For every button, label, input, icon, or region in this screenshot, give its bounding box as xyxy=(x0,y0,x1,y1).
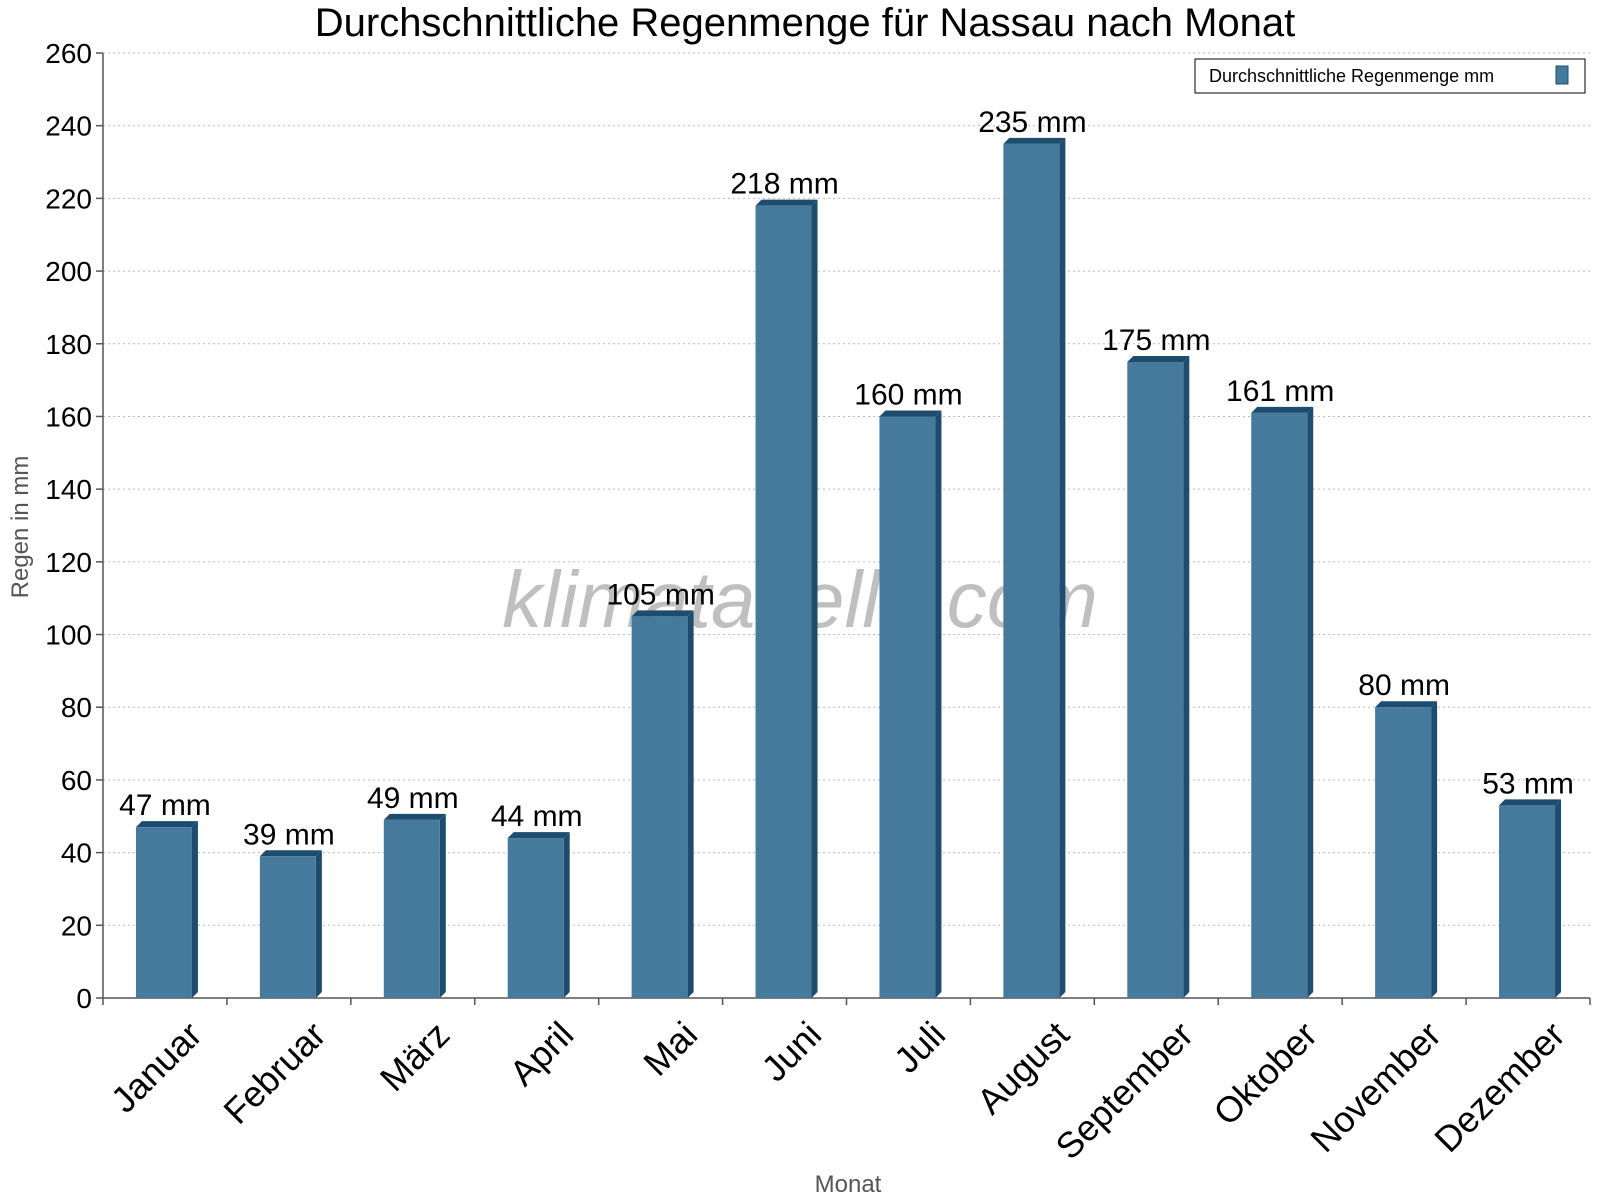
bar-top xyxy=(1251,406,1314,413)
x-tick-label: Juni xyxy=(753,1014,829,1090)
bar-side xyxy=(1183,355,1190,998)
bar xyxy=(755,199,818,999)
bar xyxy=(631,610,694,998)
y-tick-label: 100 xyxy=(45,620,92,651)
data-label: 47 mm xyxy=(119,789,211,822)
x-tick-label: August xyxy=(969,1014,1077,1122)
data-label: 49 mm xyxy=(367,782,459,815)
y-axis-title: Regen in mm xyxy=(7,456,34,599)
y-tick-label: 160 xyxy=(45,401,92,432)
y-tick-label: 0 xyxy=(76,983,92,1014)
x-tick-label: Dezember xyxy=(1426,1014,1572,1160)
legend: Durchschnittliche Regenmenge mm xyxy=(1194,58,1586,94)
data-label: 80 mm xyxy=(1358,669,1450,702)
data-label: 235 mm xyxy=(978,106,1086,139)
grid-lines xyxy=(103,52,1590,926)
data-label: 218 mm xyxy=(730,168,838,201)
bar-top xyxy=(755,199,818,206)
x-tick-label: November xyxy=(1302,1014,1448,1160)
bar-front xyxy=(1003,143,1060,999)
bar xyxy=(135,821,198,998)
bar-front xyxy=(879,416,936,998)
data-label: 44 mm xyxy=(491,800,583,833)
bar-top xyxy=(259,850,322,857)
bar-front xyxy=(135,827,192,998)
bar xyxy=(507,832,570,998)
bar-side xyxy=(439,813,446,998)
y-tick-label: 200 xyxy=(45,256,92,287)
bar-side xyxy=(687,610,694,998)
bar xyxy=(1127,355,1190,998)
bar-side xyxy=(563,832,570,998)
bar-top xyxy=(507,832,570,839)
bar xyxy=(1375,701,1438,998)
bar-front xyxy=(507,838,564,998)
bar-top xyxy=(383,813,446,820)
y-tick-label: 260 xyxy=(45,38,92,69)
bar-top xyxy=(1499,799,1562,806)
y-tick-label: 20 xyxy=(61,910,92,941)
data-label: 53 mm xyxy=(1482,767,1574,800)
bar-top xyxy=(631,610,694,617)
data-label: 39 mm xyxy=(243,818,335,851)
x-axis-title: Monat xyxy=(815,1171,882,1198)
bar xyxy=(383,813,446,998)
y-tick-label: 40 xyxy=(61,838,92,869)
bar-front xyxy=(755,205,812,999)
bar-front xyxy=(1499,805,1556,998)
bar-side xyxy=(1555,799,1562,998)
y-tick-label: 80 xyxy=(61,692,92,723)
y-tick-label: 120 xyxy=(45,547,92,578)
bars xyxy=(135,137,1562,999)
y-tick-label: 240 xyxy=(45,111,92,142)
bar xyxy=(1251,406,1314,999)
x-tick-label: Juli xyxy=(886,1014,953,1081)
bar-top xyxy=(879,410,942,417)
bar-top xyxy=(1127,355,1190,362)
bar-front xyxy=(1375,707,1432,998)
legend-swatch xyxy=(1555,65,1569,85)
data-labels: 47 mm 39 mm 49 mm 44 mm 105 mm 218 mm 160 mm 23… xyxy=(119,106,1574,851)
x-tick-label: Mai xyxy=(635,1014,705,1084)
x-tick-label: Januar xyxy=(103,1014,210,1121)
bar xyxy=(1003,137,1066,999)
bar-front xyxy=(259,856,316,998)
bar-side xyxy=(811,199,818,999)
bar-front xyxy=(631,616,688,998)
bar xyxy=(1499,799,1562,998)
x-tick-label: Oktober xyxy=(1205,1014,1325,1134)
bar-front xyxy=(383,819,440,998)
bar-side xyxy=(315,850,322,998)
x-tick-label: April xyxy=(501,1014,581,1094)
y-tick-label: 140 xyxy=(45,474,92,505)
y-tick-label: 60 xyxy=(61,765,92,796)
data-label: 175 mm xyxy=(1102,324,1210,357)
data-label: 160 mm xyxy=(854,378,962,411)
bar-top xyxy=(1375,701,1438,708)
bar-side xyxy=(191,821,198,998)
y-tick-label: 180 xyxy=(45,329,92,360)
data-label: 161 mm xyxy=(1226,375,1334,408)
bar-front xyxy=(1127,361,1184,998)
legend-label: Durchschnittliche Regenmenge mm xyxy=(1209,66,1494,86)
bar xyxy=(879,410,942,998)
x-tick-label: Februar xyxy=(215,1014,333,1132)
x-tick-label: März xyxy=(372,1014,458,1100)
legend-box xyxy=(1194,58,1586,94)
bar-side xyxy=(1307,406,1314,999)
bar-side xyxy=(935,410,942,998)
bar-top xyxy=(1003,137,1066,144)
bar-front xyxy=(1251,412,1308,999)
bar-side xyxy=(1431,701,1438,998)
data-label: 105 mm xyxy=(606,578,714,611)
bar-top xyxy=(135,821,198,828)
bar-side xyxy=(1059,137,1066,999)
bar xyxy=(259,850,322,998)
chart-title: Durchschnittliche Regenmenge für Nassau … xyxy=(315,1,1296,45)
y-tick-label: 220 xyxy=(45,183,92,214)
